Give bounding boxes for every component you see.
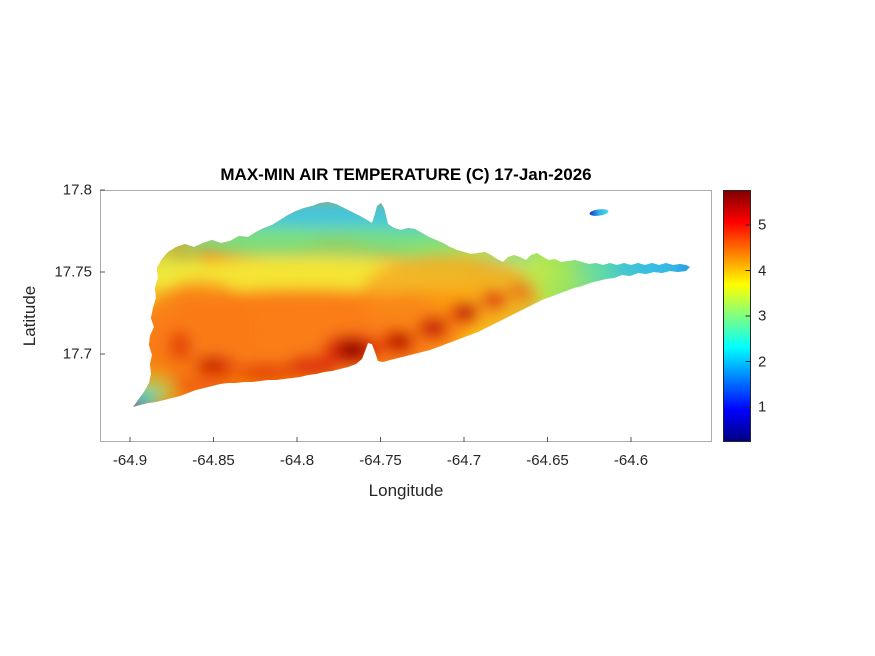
- x-tick-label: -64.8: [279, 452, 315, 469]
- y-axis-label: Latitude: [20, 285, 39, 347]
- x-tick-label: -64.7: [446, 452, 482, 469]
- x-tick-label: -64.9: [112, 452, 148, 469]
- y-tick-label: 17.75: [54, 263, 92, 281]
- island-landmass: [133, 202, 690, 407]
- colorbar-tick-label: 3: [758, 307, 767, 325]
- colorbar-tick-label: 1: [758, 398, 767, 416]
- y-tick-label: 17.7: [62, 345, 92, 363]
- x-tick-label: -64.75: [359, 452, 402, 469]
- axes-box: [100, 190, 712, 442]
- colorbar-tick-label: 5: [758, 216, 767, 234]
- x-tick-label: -64.85: [192, 452, 235, 469]
- colorbar-tick-label: 4: [758, 262, 767, 279]
- axis-tick-marks: [100, 189, 632, 442]
- temperature-field: [133, 202, 690, 407]
- y-tick-label: 17.8: [62, 181, 92, 199]
- colorbar-tick-marks: [745, 224, 751, 408]
- x-axis-label: Longitude: [368, 481, 444, 500]
- colorbar: [723, 190, 751, 442]
- colorbar-tick-label: 2: [758, 353, 767, 370]
- x-tick-label: -64.6: [613, 452, 649, 469]
- offshore-islet: [589, 209, 609, 216]
- plot-title: MAX-MIN AIR TEMPERATURE (C) 17-Jan-2026: [220, 165, 592, 184]
- x-tick-label: -64.65: [526, 452, 569, 469]
